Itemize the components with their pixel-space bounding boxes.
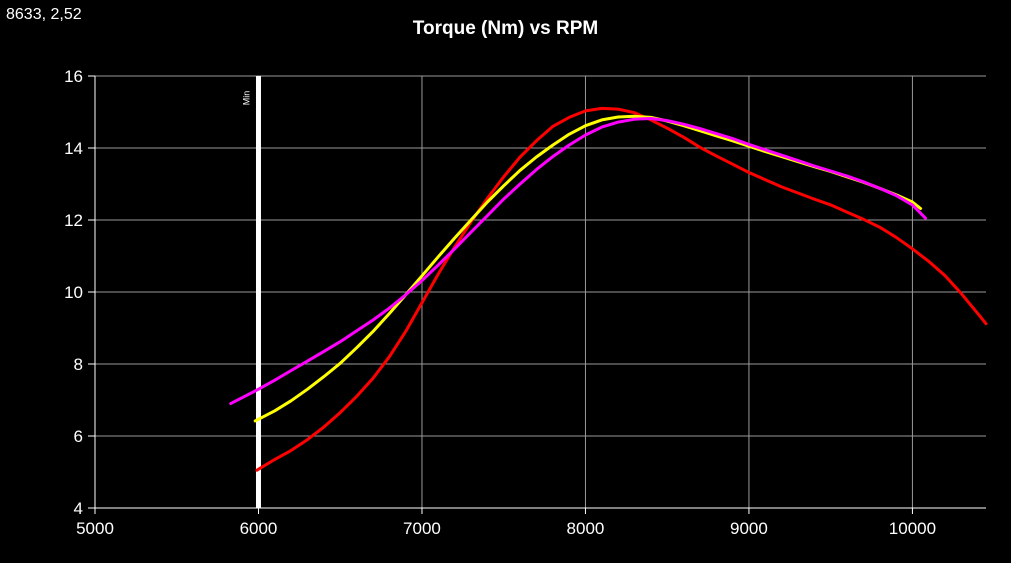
y-tick-label: 4 bbox=[74, 499, 83, 518]
series-line-2 bbox=[253, 114, 923, 423]
y-tick-label: 10 bbox=[64, 283, 83, 302]
y-tick-label: 6 bbox=[74, 427, 83, 446]
x-tick-label: 6000 bbox=[240, 519, 278, 538]
y-tick-label: 8 bbox=[74, 355, 83, 374]
chart-title: Torque (Nm) vs RPM bbox=[412, 18, 599, 39]
x-tick-label: 9000 bbox=[730, 519, 768, 538]
series-line-1 bbox=[255, 106, 988, 472]
min-marker[interactable]: Min bbox=[241, 76, 261, 508]
data-series bbox=[229, 106, 988, 472]
min-marker-label: Min bbox=[241, 91, 251, 106]
x-tick-label: 5000 bbox=[76, 519, 114, 538]
x-tick-label: 8000 bbox=[567, 519, 605, 538]
grid-lines bbox=[95, 75, 986, 508]
tick-labels: 4 6 8 10 12 14 16 5000 6000 7000 8000 9000 10000 bbox=[64, 67, 936, 538]
series-line-3 bbox=[229, 117, 927, 406]
x-tick-label: 10000 bbox=[889, 519, 936, 538]
axes bbox=[88, 75, 986, 514]
x-tick-label: 7000 bbox=[403, 519, 441, 538]
coordinate-readout: 8633, 2,52 bbox=[6, 6, 82, 23]
y-tick-label: 12 bbox=[64, 211, 83, 230]
y-tick-label: 16 bbox=[64, 67, 83, 86]
y-tick-label: 14 bbox=[64, 139, 83, 158]
